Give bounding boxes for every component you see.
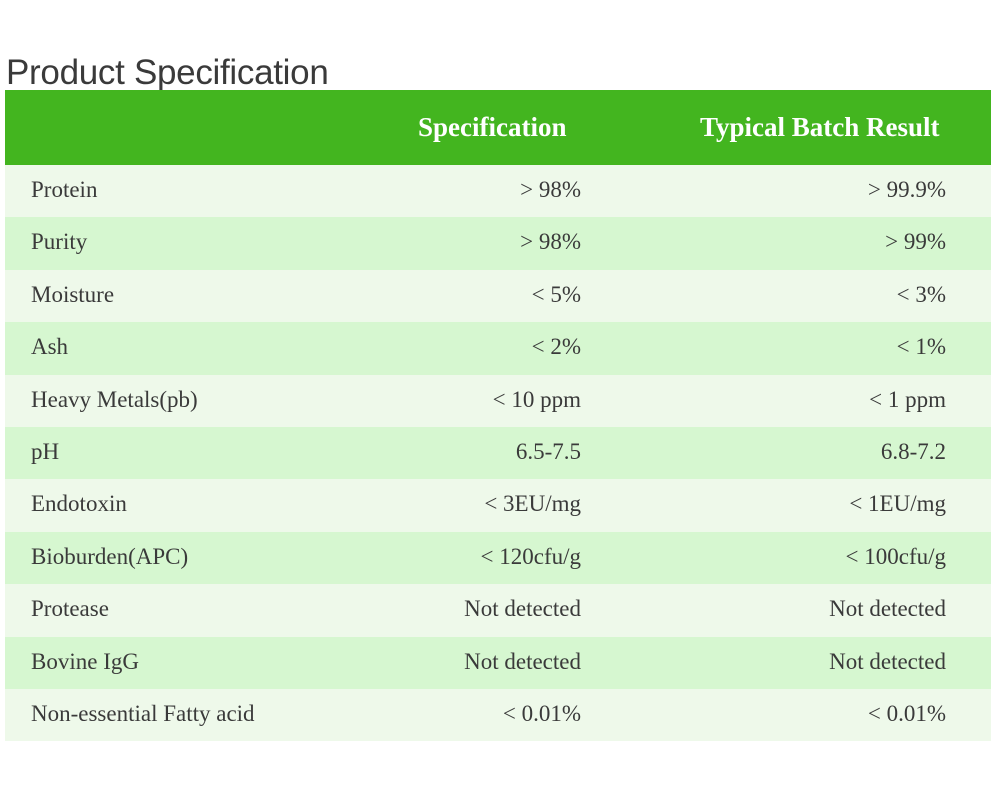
specification-cell: Not detected xyxy=(464,648,581,674)
parameter-cell: Protease xyxy=(31,596,109,622)
page-title: Product Specification xyxy=(6,53,329,93)
specification-cell: < 0.01% xyxy=(502,700,581,726)
table-row: Protease Not detected Not detected xyxy=(5,584,991,637)
table-row: Moisture < 5% < 3% xyxy=(5,269,991,323)
table-body: Protein > 98% > 99.9% Purity > 98% > 99% Moist… xyxy=(5,165,991,742)
specification-table: Specification Typical Batch Result Prote… xyxy=(5,90,991,742)
table-row: Protein > 98% > 99.9% xyxy=(5,165,991,218)
parameter-cell: Heavy Metals(pb) xyxy=(31,386,198,412)
table-row: Purity > 98% > 99% xyxy=(5,217,991,270)
parameter-cell: Bioburden(APC) xyxy=(31,543,189,569)
specification-cell: 6.5-7.5 xyxy=(515,438,581,464)
specification-cell: < 5% xyxy=(531,281,581,307)
typical-batch-result-cell: < 3% xyxy=(896,281,946,307)
typical-batch-result-cell: < 1EU/mg xyxy=(849,491,946,517)
specification-cell: > 98% xyxy=(520,177,581,202)
specification-cell: < 120cfu/g xyxy=(480,543,581,569)
typical-batch-result-cell: Not detected xyxy=(829,648,946,674)
column-header-typical-batch-result: Typical Batch Result xyxy=(700,112,940,142)
typical-batch-result-cell: < 100cfu/g xyxy=(845,543,946,569)
typical-batch-result-cell: > 99.9% xyxy=(867,177,946,202)
specification-cell: < 3EU/mg xyxy=(484,491,581,517)
specification-cell: Not detected xyxy=(464,596,581,622)
table-row: Non-essential Fatty acid < 0.01% < 0.01% xyxy=(5,688,991,742)
column-header-specification: Specification xyxy=(418,112,567,142)
parameter-cell: Protein xyxy=(31,177,98,202)
table-row: Ash < 2% < 1% xyxy=(5,322,991,375)
table-row: Bovine IgG Not detected Not detected xyxy=(5,636,991,689)
typical-batch-result-cell: Not detected xyxy=(829,596,946,622)
parameter-cell: Bovine IgG xyxy=(31,648,139,674)
table-row: pH 6.5-7.5 6.8-7.2 xyxy=(5,426,991,480)
parameter-cell: Non-essential Fatty acid xyxy=(31,700,255,726)
specification-cell: > 98% xyxy=(520,229,581,255)
table-row: Endotoxin < 3EU/mg < 1EU/mg xyxy=(5,479,991,532)
typical-batch-result-cell: 6.8-7.2 xyxy=(880,438,946,464)
parameter-cell: pH xyxy=(31,438,60,464)
parameter-cell: Purity xyxy=(31,229,88,255)
parameter-cell: Moisture xyxy=(31,281,115,307)
typical-batch-result-cell: > 99% xyxy=(885,229,946,255)
table-header-row: Specification Typical Batch Result xyxy=(5,90,991,165)
parameter-cell: Ash xyxy=(31,334,69,360)
specification-cell: < 10 ppm xyxy=(492,386,581,412)
table-row: Heavy Metals(pb) < 10 ppm < 1 ppm xyxy=(5,374,991,427)
typical-batch-result-cell: < 0.01% xyxy=(867,700,946,726)
parameter-cell: Endotoxin xyxy=(31,491,127,517)
specification-cell: < 2% xyxy=(531,334,581,360)
table-row: Bioburden(APC) < 120cfu/g < 100cfu/g xyxy=(5,531,991,585)
typical-batch-result-cell: < 1% xyxy=(896,334,946,360)
typical-batch-result-cell: < 1 ppm xyxy=(869,386,946,412)
